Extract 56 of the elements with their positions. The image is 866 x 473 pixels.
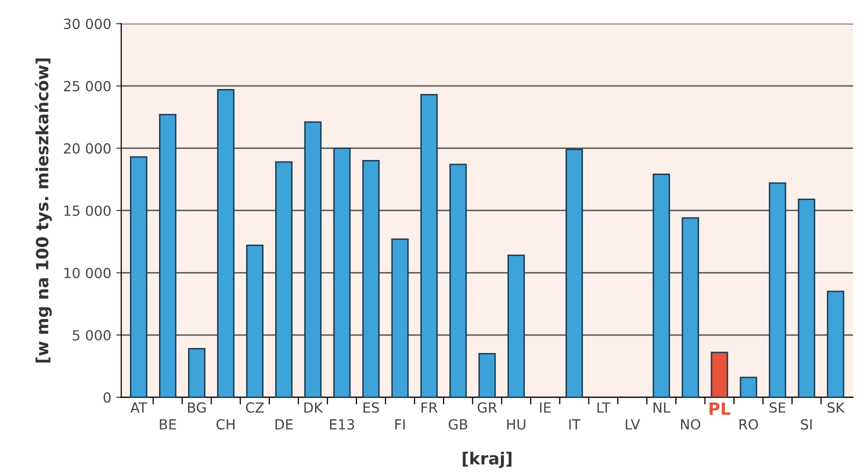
x-tick-label: AT (130, 402, 148, 413)
y-tick-label: 0 (104, 392, 111, 403)
x-tick-label: CZ (246, 402, 264, 413)
x-tick-label: SK (828, 402, 845, 413)
bar (768, 182, 786, 398)
y-tick-label: 30 000 (64, 18, 111, 30)
x-tick-label: SI (801, 419, 812, 430)
x-tick-label: IE (540, 402, 551, 413)
x-tick-label: FR (422, 402, 438, 413)
y-axis-title: [w mg na 100 tys. mieszkańców] (34, 58, 52, 362)
bar (826, 290, 844, 398)
x-tick-label: BE (160, 419, 176, 430)
x-tick-label: CH (216, 419, 234, 430)
x-tick-label: LV (626, 419, 640, 430)
y-tick-label: 5 000 (72, 330, 111, 341)
bar (362, 160, 380, 398)
x-tick-label: RO (740, 419, 758, 430)
bar (449, 164, 467, 398)
x-tick-label: DK (304, 402, 324, 413)
x-tick-label: DE (275, 419, 293, 430)
bar (710, 352, 728, 398)
bar (740, 376, 758, 398)
x-tick-label: NO (681, 419, 700, 430)
bar (159, 114, 176, 398)
y-tick-label: 10 000 (64, 268, 111, 278)
y-tick-label: 20 000 (64, 143, 111, 154)
x-tick-label: GB (448, 419, 468, 430)
bar (130, 156, 148, 398)
x-tick-label: LT (597, 402, 610, 413)
bar (420, 94, 438, 398)
x-tick-label: ES (364, 402, 379, 413)
x-tick-label: IT (569, 419, 581, 430)
bar (566, 148, 583, 398)
y-tick-label: 15 000 (64, 205, 111, 216)
bar (682, 217, 700, 398)
bar (391, 238, 409, 398)
bar (652, 174, 670, 398)
x-tick-label: NL (654, 402, 670, 413)
bar (507, 254, 525, 398)
x-tick-label: HU (507, 419, 526, 430)
bar (798, 198, 816, 398)
x-tick-label: FI (395, 419, 405, 430)
x-tick-label: GR (478, 402, 497, 413)
bar (246, 244, 264, 398)
bar (217, 88, 234, 398)
x-tick-label: SE (770, 402, 786, 413)
x-tick-label: E13 (330, 419, 354, 430)
bar (188, 348, 206, 398)
y-tick-label: 25 000 (64, 80, 111, 92)
bar (275, 161, 293, 398)
bar (478, 353, 496, 398)
bar (333, 148, 351, 398)
bar (304, 121, 322, 398)
x-tick-label: PL (710, 402, 730, 415)
x-axis-title: [kraj] (462, 452, 512, 468)
x-tick-label: BG (188, 402, 206, 413)
